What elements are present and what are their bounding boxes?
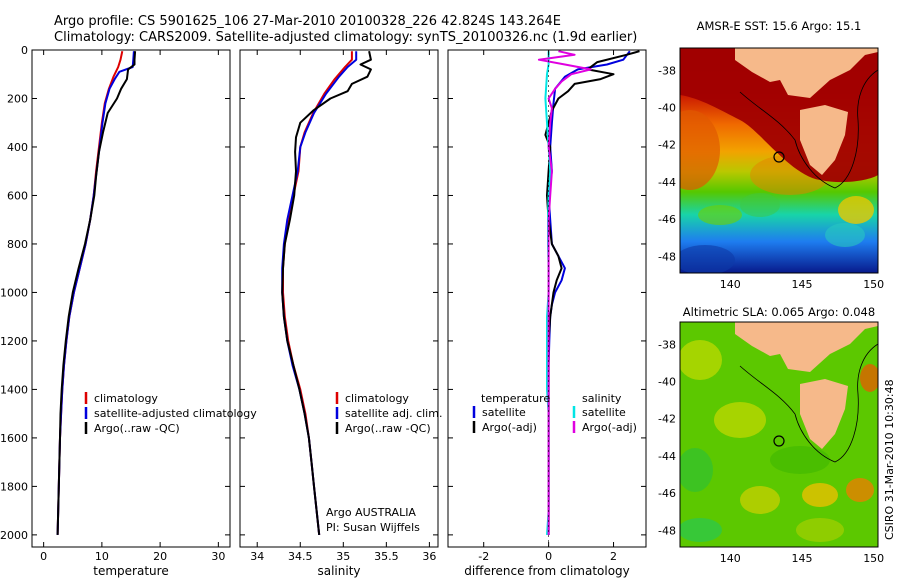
map-y-tick-label: -38 [658, 338, 676, 351]
map-y-tick-label: -46 [658, 213, 676, 226]
y-tick-label: 1200 [0, 335, 28, 348]
profile-lines-layer [56, 50, 640, 547]
map-x-tick-label: 140 [720, 552, 741, 565]
sla-map-title: Altimetric SLA: 0.065 Argo: 0.048 [683, 305, 875, 319]
legend-label: satellite-adjusted climatology [94, 407, 257, 420]
map-x-tick-label: 140 [720, 278, 741, 291]
difference-axis-label: difference from climatology [464, 564, 630, 578]
legend-header-salinity: salinity [582, 392, 622, 405]
series-line [281, 50, 372, 536]
credit-line1: Argo AUSTRALIA [326, 506, 416, 519]
legend-label: satellite [582, 406, 626, 419]
x-tick-label: 30 [211, 550, 225, 563]
map-x-tick-label: 150 [863, 278, 884, 291]
y-tick-label: 600 [7, 189, 28, 202]
tasmania-landmass [800, 379, 848, 449]
x-tick-label: 20 [153, 550, 167, 563]
sst-field-patches [680, 110, 874, 273]
temperature-legend: climatology satellite-adjusted climatolo… [84, 392, 257, 435]
x-tick-label: 36 [422, 550, 436, 563]
x-tick-label: 0 [545, 550, 552, 563]
map-x-tick-label: 145 [791, 552, 812, 565]
map-x-tick-label: 150 [863, 552, 884, 565]
y-tick-label: 1400 [0, 383, 28, 396]
side-timestamp: CSIRO 31-Mar-2010 10:30:48 [883, 379, 896, 540]
x-tick-label: 34 [250, 550, 264, 563]
sst-map-title: AMSR-E SST: 15.6 Argo: 15.1 [697, 19, 862, 33]
x-tick-label: 0 [40, 550, 47, 563]
plot-title-line1: Argo profile: CS 5901625_106 27-Mar-2010… [54, 14, 562, 29]
salinity-axis-label: salinity [317, 564, 360, 578]
temperature-panel-frame [31, 49, 231, 548]
x-tick-label: 34.5 [288, 550, 313, 563]
legend-header-temperature: temperature [481, 392, 550, 405]
map-y-tick-label: -40 [658, 102, 676, 115]
legend-label: Argo(..raw -QC) [345, 422, 431, 435]
sla-field-patches [680, 340, 878, 542]
map-y-tick-label: -42 [658, 139, 676, 152]
temperature-axis-label: temperature [93, 564, 168, 578]
plot-title-line2: Climatology: CARS2009. Satellite-adjuste… [54, 30, 638, 45]
tasmania-landmass [800, 105, 848, 175]
salinity-panel-frame [239, 49, 439, 548]
map-y-tick-label: -48 [658, 524, 676, 537]
float-position-marker [773, 435, 785, 447]
map-y-tick-label: -40 [658, 376, 676, 389]
map-y-tick-label: -44 [658, 176, 676, 189]
axis-ticks-layer: 0 10 20 30020040060080010001200140016001800… [0, 44, 884, 565]
y-tick-label: 200 [7, 92, 28, 105]
depth-contour [739, 343, 878, 463]
sst-map-frame [679, 47, 879, 274]
y-tick-label: 1800 [0, 480, 28, 493]
credit-line2: PI: Susan Wijffels [326, 521, 420, 534]
sla-map-frame [679, 321, 879, 548]
legend-label: Argo(-adj) [482, 421, 537, 434]
series-line [537, 50, 592, 535]
y-tick-label: 800 [7, 238, 28, 251]
float-position-marker [773, 151, 785, 163]
depth-contour [739, 69, 878, 189]
difference-legend: temperature salinity satellite Argo(-adj… [472, 392, 637, 434]
map-y-tick-label: -48 [658, 250, 676, 263]
x-tick-label: 10 [95, 550, 109, 563]
salinity-legend: climatology satellite adj. clim. Argo(..… [335, 392, 442, 435]
legend-label: Argo(..raw -QC) [94, 422, 180, 435]
map-y-tick-label: -38 [658, 64, 676, 77]
mainland-landmass [735, 322, 878, 372]
map-y-tick-label: -46 [658, 487, 676, 500]
sla-map [680, 322, 878, 547]
x-tick-label: -2 [478, 550, 489, 563]
map-y-tick-label: -44 [658, 450, 676, 463]
legend-label: satellite [482, 406, 526, 419]
map-y-tick-label: -42 [658, 413, 676, 426]
y-tick-label: 2000 [0, 529, 28, 542]
legend-label: climatology [94, 392, 158, 405]
sst-map [680, 48, 878, 273]
y-tick-label: 0 [21, 44, 28, 57]
x-tick-label: 2 [610, 550, 617, 563]
x-tick-label: 35.5 [374, 550, 399, 563]
y-tick-label: 1600 [0, 432, 28, 445]
legend-label: Argo(-adj) [582, 421, 637, 434]
x-tick-label: 35 [336, 550, 350, 563]
series-line [56, 51, 137, 535]
map-x-tick-label: 145 [791, 278, 812, 291]
mainland-landmass [735, 48, 878, 98]
y-tick-label: 1000 [0, 286, 28, 299]
legend-label: climatology [345, 392, 409, 405]
legend-label: satellite adj. clim. [345, 407, 442, 420]
y-tick-label: 400 [7, 141, 28, 154]
